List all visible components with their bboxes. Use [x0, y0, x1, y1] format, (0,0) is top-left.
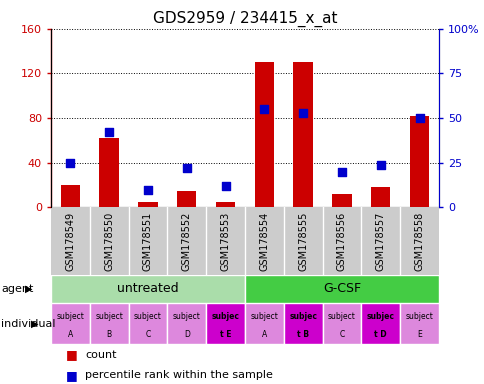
Bar: [177, 190, 196, 207]
Text: agent: agent: [1, 284, 33, 294]
Text: B: B: [106, 330, 111, 339]
Text: C: C: [145, 330, 150, 339]
Point: [337, 169, 345, 175]
Text: C: C: [339, 330, 344, 339]
Bar: [51, 303, 90, 344]
Text: subject: subject: [327, 312, 355, 321]
Point: [144, 187, 151, 193]
Text: A: A: [68, 330, 73, 339]
Point: [376, 161, 384, 167]
Bar: [244, 303, 283, 344]
Text: GSM178551: GSM178551: [143, 211, 152, 271]
Text: subject: subject: [172, 312, 200, 321]
Bar: [215, 202, 235, 207]
Text: ■: ■: [65, 369, 77, 382]
Bar: [361, 303, 399, 344]
Text: GSM178552: GSM178552: [182, 211, 191, 271]
Text: subject: subject: [134, 312, 162, 321]
Bar: [90, 303, 128, 344]
Bar: [293, 62, 312, 207]
Text: GSM178557: GSM178557: [375, 211, 385, 271]
Text: subjec: subjec: [366, 312, 394, 321]
Bar: [399, 303, 438, 344]
Text: G-CSF: G-CSF: [322, 283, 360, 295]
Bar: [283, 303, 322, 344]
Point: [105, 129, 113, 136]
Bar: [254, 62, 273, 207]
Text: subjec: subjec: [211, 312, 239, 321]
Point: [221, 183, 229, 189]
Text: GSM178556: GSM178556: [336, 211, 346, 271]
Text: t B: t B: [297, 330, 308, 339]
Bar: [167, 303, 206, 344]
Bar: [322, 303, 361, 344]
Text: D: D: [183, 330, 189, 339]
Bar: [409, 116, 428, 207]
Text: GSM178558: GSM178558: [414, 211, 424, 271]
Text: GSM178554: GSM178554: [259, 211, 269, 271]
Text: ▶: ▶: [30, 318, 38, 329]
Point: [299, 110, 306, 116]
Point: [66, 160, 74, 166]
Text: E: E: [416, 330, 421, 339]
Text: GSM178549: GSM178549: [65, 212, 75, 270]
Text: GSM178553: GSM178553: [220, 211, 230, 271]
Bar: [206, 303, 244, 344]
Text: t D: t D: [374, 330, 386, 339]
Text: ▶: ▶: [25, 284, 32, 294]
Text: untreated: untreated: [117, 283, 179, 295]
Text: GSM178555: GSM178555: [298, 211, 307, 271]
Text: count: count: [85, 350, 116, 360]
Point: [260, 106, 268, 112]
Title: GDS2959 / 234415_x_at: GDS2959 / 234415_x_at: [152, 11, 336, 27]
Point: [182, 165, 190, 171]
Text: subject: subject: [56, 312, 84, 321]
Bar: [244, 275, 438, 303]
Bar: [51, 275, 244, 303]
Bar: [99, 138, 119, 207]
Text: A: A: [261, 330, 266, 339]
Bar: [60, 185, 80, 207]
Point: [415, 115, 423, 121]
Bar: [138, 202, 157, 207]
Bar: [332, 194, 351, 207]
Bar: [128, 303, 167, 344]
Text: t E: t E: [219, 330, 231, 339]
Text: subject: subject: [405, 312, 433, 321]
Text: subjec: subjec: [288, 312, 317, 321]
Text: ■: ■: [65, 348, 77, 361]
Text: subject: subject: [250, 312, 278, 321]
Bar: [370, 187, 390, 207]
Text: percentile rank within the sample: percentile rank within the sample: [85, 370, 272, 380]
Text: subject: subject: [95, 312, 123, 321]
Text: GSM178550: GSM178550: [104, 211, 114, 271]
Text: individual: individual: [1, 318, 55, 329]
